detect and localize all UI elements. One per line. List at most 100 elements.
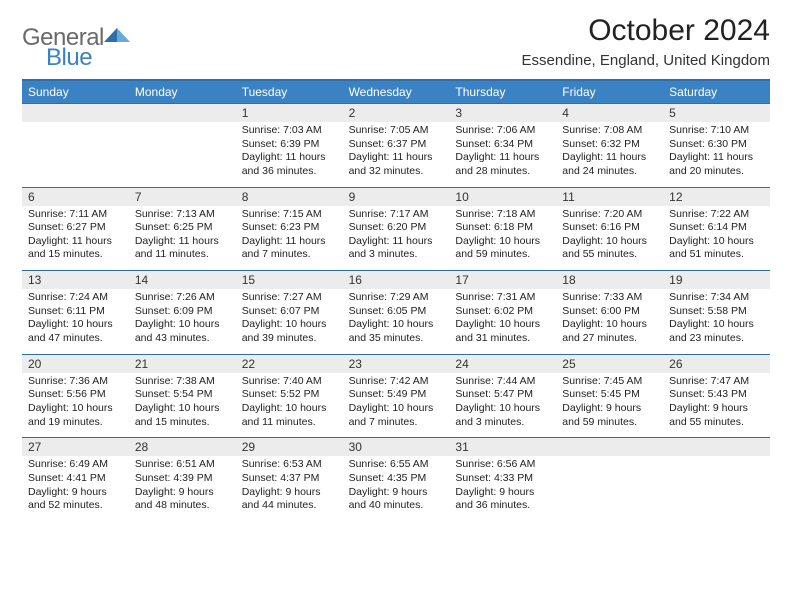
sunrise-text: Sunrise: 7:13 AM [135, 208, 230, 222]
sunrise-text: Sunrise: 7:40 AM [242, 375, 337, 389]
sunset-text: Sunset: 4:37 PM [242, 472, 337, 486]
day-cell: Sunrise: 6:56 AMSunset: 4:33 PMDaylight:… [449, 456, 556, 521]
sunrise-text: Sunrise: 7:24 AM [28, 291, 123, 305]
sunrise-text: Sunrise: 7:29 AM [349, 291, 444, 305]
sunset-text: Sunset: 6:02 PM [455, 305, 550, 319]
sunset-text: Sunset: 5:49 PM [349, 388, 444, 402]
daylight-text: Daylight: 9 hours and 40 minutes. [349, 486, 444, 513]
sunrise-text: Sunrise: 7:11 AM [28, 208, 123, 222]
day-number [556, 438, 663, 456]
sunrise-text: Sunrise: 6:51 AM [135, 458, 230, 472]
day-number: 20 [22, 355, 129, 373]
day-cell: Sunrise: 7:18 AMSunset: 6:18 PMDaylight:… [449, 206, 556, 271]
sunset-text: Sunset: 6:34 PM [455, 138, 550, 152]
sunrise-text: Sunrise: 6:56 AM [455, 458, 550, 472]
day-number: 1 [236, 104, 343, 122]
day-number: 2 [343, 104, 450, 122]
sunset-text: Sunset: 6:00 PM [562, 305, 657, 319]
sunset-text: Sunset: 5:47 PM [455, 388, 550, 402]
daylight-text: Daylight: 11 hours and 7 minutes. [242, 235, 337, 262]
daylight-text: Daylight: 10 hours and 3 minutes. [455, 402, 550, 429]
daylight-text: Daylight: 11 hours and 24 minutes. [562, 151, 657, 178]
daylight-text: Daylight: 9 hours and 55 minutes. [669, 402, 764, 429]
daylight-text: Daylight: 10 hours and 15 minutes. [135, 402, 230, 429]
day-number-row: 12345 [22, 103, 770, 122]
daylight-text: Daylight: 11 hours and 36 minutes. [242, 151, 337, 178]
sunrise-text: Sunrise: 7:31 AM [455, 291, 550, 305]
sunset-text: Sunset: 4:41 PM [28, 472, 123, 486]
dow-header: Tuesday [236, 81, 343, 103]
day-number: 19 [663, 271, 770, 289]
day-number-row: 6789101112 [22, 187, 770, 206]
day-cell: Sunrise: 7:42 AMSunset: 5:49 PMDaylight:… [343, 373, 450, 438]
day-cell: Sunrise: 7:40 AMSunset: 5:52 PMDaylight:… [236, 373, 343, 438]
sunrise-text: Sunrise: 7:22 AM [669, 208, 764, 222]
day-number [129, 104, 236, 122]
daylight-text: Daylight: 11 hours and 32 minutes. [349, 151, 444, 178]
day-cell: Sunrise: 7:15 AMSunset: 6:23 PMDaylight:… [236, 206, 343, 271]
sunset-text: Sunset: 6:39 PM [242, 138, 337, 152]
day-number-row: 13141516171819 [22, 270, 770, 289]
day-cell: Sunrise: 7:05 AMSunset: 6:37 PMDaylight:… [343, 122, 450, 187]
sunset-text: Sunset: 6:23 PM [242, 221, 337, 235]
daylight-text: Daylight: 11 hours and 11 minutes. [135, 235, 230, 262]
day-cell [663, 456, 770, 521]
daylight-text: Daylight: 11 hours and 15 minutes. [28, 235, 123, 262]
day-cell: Sunrise: 7:36 AMSunset: 5:56 PMDaylight:… [22, 373, 129, 438]
day-number: 31 [449, 438, 556, 456]
sunset-text: Sunset: 6:32 PM [562, 138, 657, 152]
day-number: 13 [22, 271, 129, 289]
day-body-row: Sunrise: 7:24 AMSunset: 6:11 PM Daylight:… [22, 289, 770, 354]
dow-header: Thursday [449, 81, 556, 103]
sunset-text: Sunset: 6:16 PM [562, 221, 657, 235]
day-number [663, 438, 770, 456]
sunset-text: Sunset: 4:39 PM [135, 472, 230, 486]
sunrise-text: Sunrise: 7:20 AM [562, 208, 657, 222]
sunrise-text: Sunrise: 7:36 AM [28, 375, 123, 389]
daylight-text: Daylight: 9 hours and 52 minutes. [28, 486, 123, 513]
dow-header: Sunday [22, 81, 129, 103]
day-cell: Sunrise: 7:31 AMSunset: 6:02 PMDaylight:… [449, 289, 556, 354]
sunrise-text: Sunrise: 7:42 AM [349, 375, 444, 389]
sunset-text: Sunset: 5:56 PM [28, 388, 123, 402]
day-number: 15 [236, 271, 343, 289]
location-text: Essendine, England, United Kingdom [522, 52, 771, 69]
day-cell: Sunrise: 6:53 AMSunset: 4:37 PMDaylight:… [236, 456, 343, 521]
day-cell: Sunrise: 7:45 AMSunset: 5:45 PMDaylight:… [556, 373, 663, 438]
sunset-text: Sunset: 6:27 PM [28, 221, 123, 235]
day-cell: Sunrise: 7:34 AMSunset: 5:58 PMDaylight:… [663, 289, 770, 354]
day-cell: Sunrise: 7:44 AMSunset: 5:47 PMDaylight:… [449, 373, 556, 438]
sunrise-text: Sunrise: 6:53 AM [242, 458, 337, 472]
daylight-text: Daylight: 10 hours and 43 minutes. [135, 318, 230, 345]
daylight-text: Daylight: 10 hours and 35 minutes. [349, 318, 444, 345]
day-number: 6 [22, 188, 129, 206]
sunrise-text: Sunrise: 7:33 AM [562, 291, 657, 305]
sunrise-text: Sunrise: 7:38 AM [135, 375, 230, 389]
day-cell: Sunrise: 7:22 AMSunset: 6:14 PMDaylight:… [663, 206, 770, 271]
day-number: 30 [343, 438, 450, 456]
sunset-text: Sunset: 6:11 PM [28, 305, 123, 319]
sunset-text: Sunset: 4:33 PM [455, 472, 550, 486]
day-cell [556, 456, 663, 521]
day-cell: Sunrise: 6:49 AMSunset: 4:41 PMDaylight:… [22, 456, 129, 521]
sunrise-text: Sunrise: 7:27 AM [242, 291, 337, 305]
sunrise-text: Sunrise: 6:49 AM [28, 458, 123, 472]
day-cell: Sunrise: 6:55 AMSunset: 4:35 PMDaylight:… [343, 456, 450, 521]
month-title: October 2024 [522, 14, 771, 48]
day-body-row: Sunrise: 7:03 AMSunset: 6:39 PMDaylight:… [22, 122, 770, 187]
daylight-text: Daylight: 9 hours and 44 minutes. [242, 486, 337, 513]
sunset-text: Sunset: 6:09 PM [135, 305, 230, 319]
day-number: 5 [663, 104, 770, 122]
day-cell: Sunrise: 7:08 AMSunset: 6:32 PMDaylight:… [556, 122, 663, 187]
sunrise-text: Sunrise: 7:18 AM [455, 208, 550, 222]
day-number: 29 [236, 438, 343, 456]
daylight-text: Daylight: 11 hours and 20 minutes. [669, 151, 764, 178]
daylight-text: Daylight: 10 hours and 55 minutes. [562, 235, 657, 262]
day-number: 8 [236, 188, 343, 206]
calendar-grid: SundayMondayTuesdayWednesdayThursdayFrid… [22, 79, 770, 521]
day-cell: Sunrise: 7:10 AMSunset: 6:30 PMDaylight:… [663, 122, 770, 187]
sunset-text: Sunset: 4:35 PM [349, 472, 444, 486]
day-number: 22 [236, 355, 343, 373]
sunrise-text: Sunrise: 6:55 AM [349, 458, 444, 472]
daylight-text: Daylight: 10 hours and 27 minutes. [562, 318, 657, 345]
